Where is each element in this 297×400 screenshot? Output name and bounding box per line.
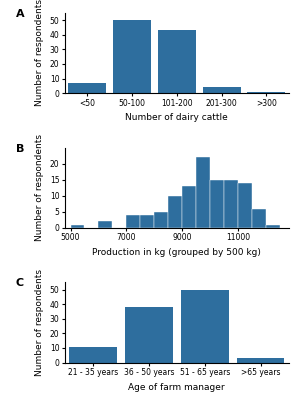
X-axis label: Production in kg (grouped by 500 kg): Production in kg (grouped by 500 kg)	[92, 248, 261, 257]
X-axis label: Age of farm manager: Age of farm manager	[129, 383, 225, 392]
Bar	[237, 358, 285, 362]
Bar	[210, 180, 224, 228]
Bar	[99, 222, 113, 228]
Bar	[154, 212, 168, 228]
Text: C: C	[16, 278, 24, 288]
Text: B: B	[16, 144, 24, 154]
Bar	[168, 196, 182, 228]
Bar	[140, 215, 154, 228]
Bar	[252, 208, 266, 228]
Bar	[266, 225, 280, 228]
Bar	[182, 186, 196, 228]
Text: A: A	[16, 9, 24, 19]
Bar	[181, 290, 228, 362]
Bar	[158, 30, 196, 93]
Bar	[70, 225, 84, 228]
Bar	[113, 20, 151, 93]
Bar	[238, 183, 252, 228]
Bar	[247, 92, 285, 93]
Bar	[196, 157, 210, 228]
Y-axis label: Number of respondents: Number of respondents	[35, 269, 44, 376]
Bar	[203, 87, 241, 93]
Bar	[68, 83, 106, 93]
Bar	[224, 180, 238, 228]
Y-axis label: Number of respondents: Number of respondents	[35, 134, 44, 241]
Bar	[127, 215, 140, 228]
Bar	[69, 346, 117, 362]
Y-axis label: Number of respondents: Number of respondents	[35, 0, 44, 106]
Bar	[125, 307, 173, 362]
X-axis label: Number of dairy cattle: Number of dairy cattle	[125, 113, 228, 122]
